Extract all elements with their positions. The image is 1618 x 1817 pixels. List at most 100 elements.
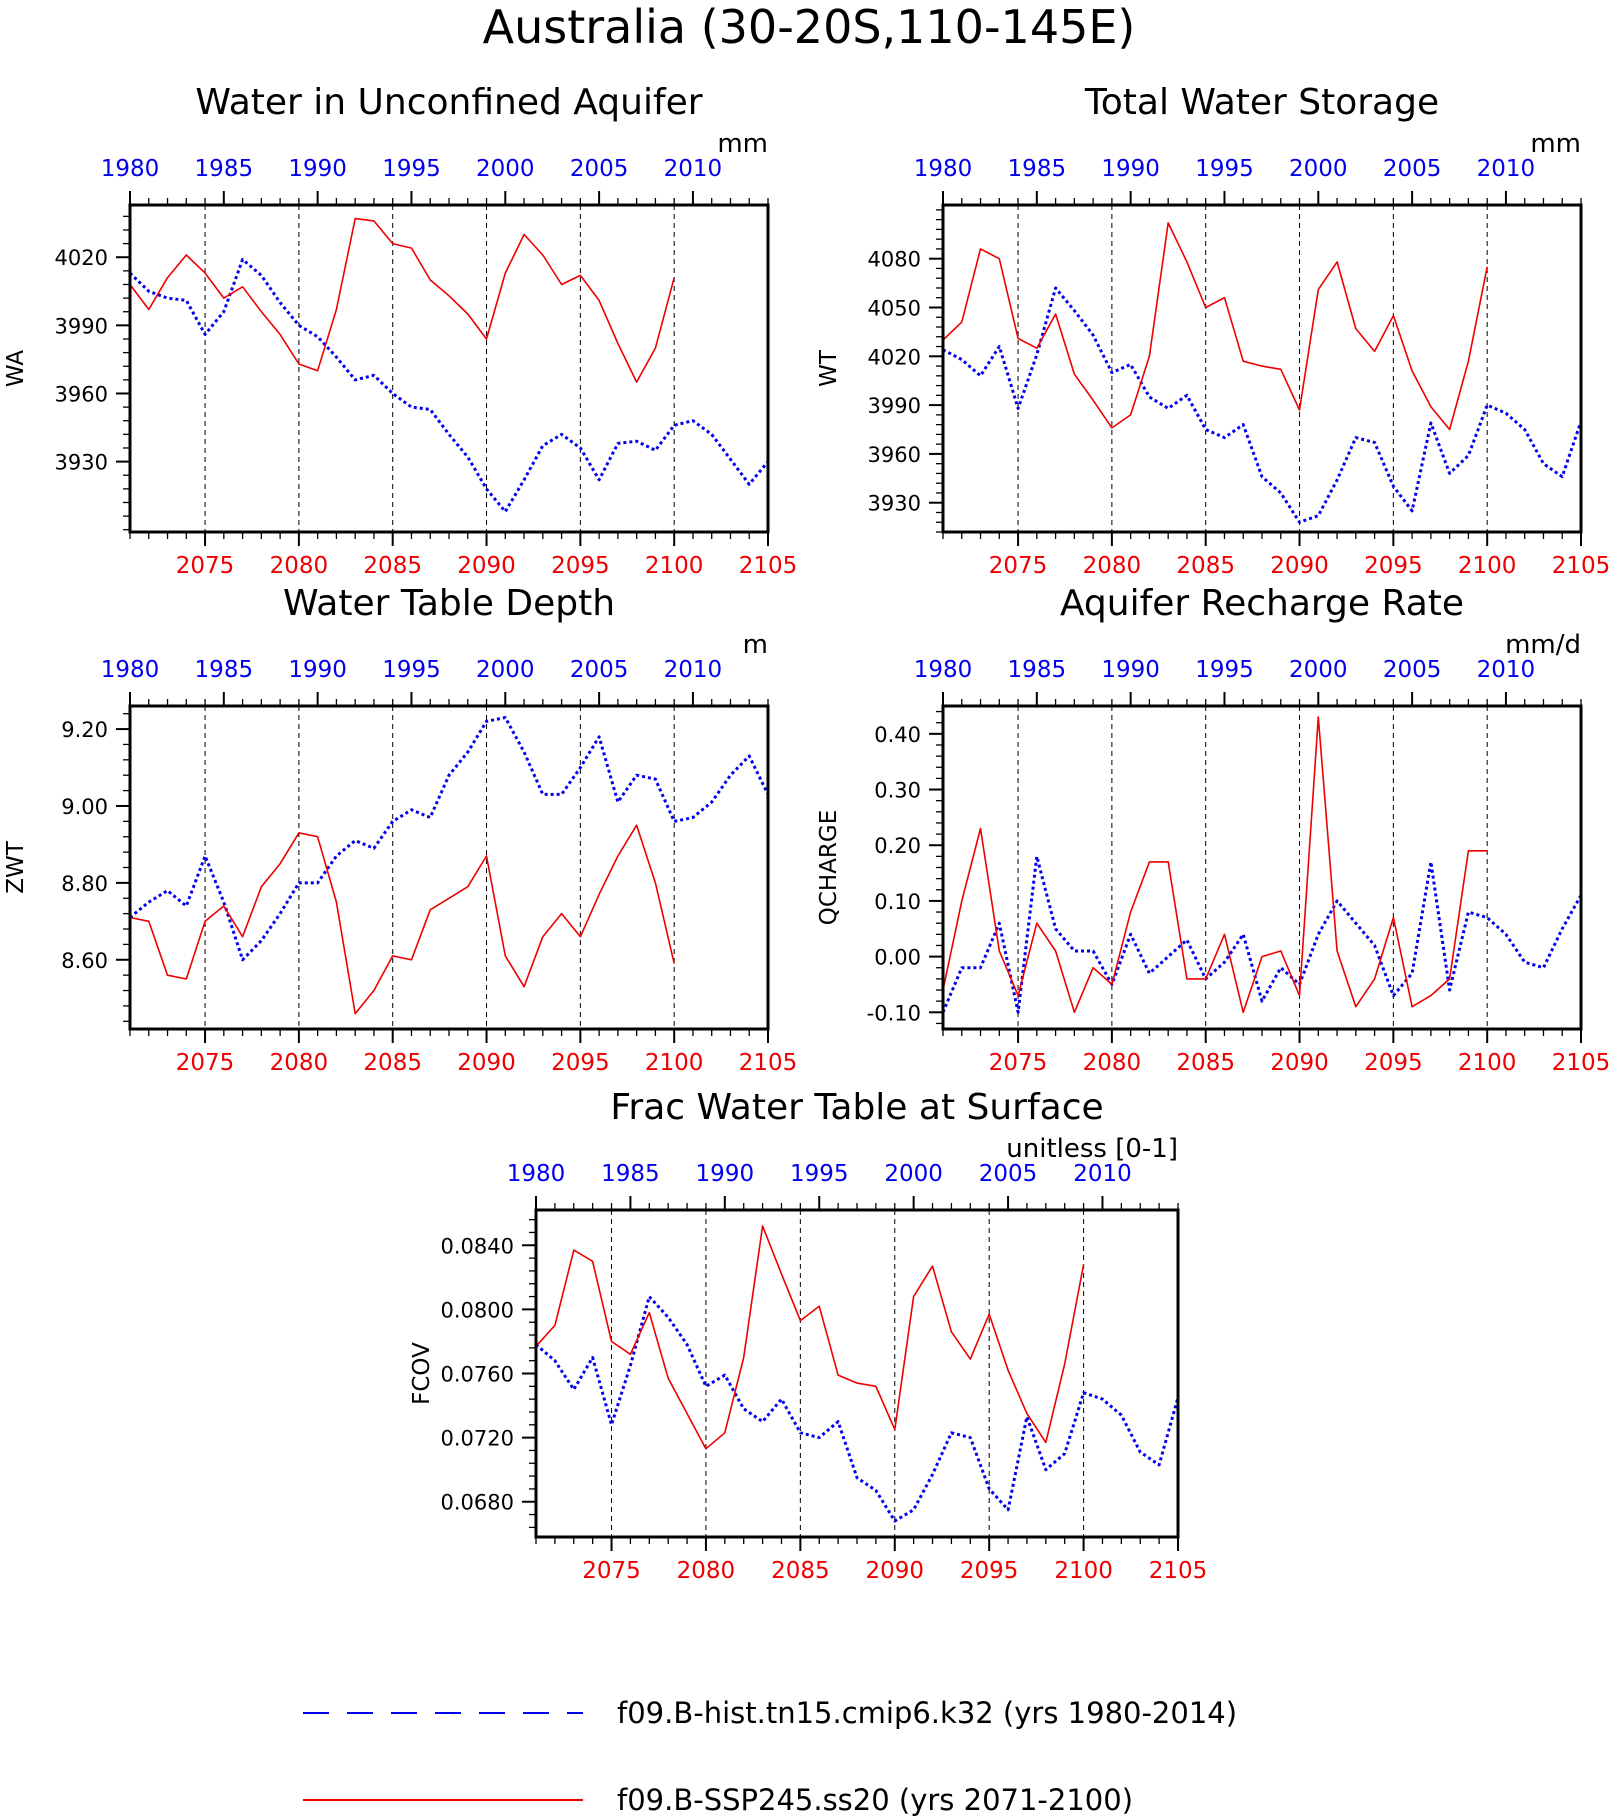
x-tick-label-hist: 1985 — [1008, 657, 1067, 683]
legend-label-0: f09.B-hist.tn15.cmip6.k32 (yrs 1980-2014… — [617, 1696, 1237, 1730]
x-tick-label-ssp: 2085 — [363, 1050, 422, 1076]
y-tick-label: 4020 — [55, 246, 108, 270]
x-tick-label-ssp: 2100 — [645, 553, 704, 579]
panel-title: Aquifer Recharge Rate — [1060, 583, 1464, 624]
x-tick-label-hist: 1990 — [288, 156, 347, 182]
y-tick-label: 0.0840 — [441, 1234, 514, 1258]
x-tick-label-ssp: 2075 — [176, 1050, 235, 1076]
units-label: m — [743, 630, 768, 660]
panel-title: Water in Unconfined Aquifer — [195, 82, 702, 123]
x-tick-label-hist: 2010 — [1477, 657, 1536, 683]
x-tick-label-hist: 1995 — [1195, 156, 1254, 182]
x-tick-label-hist: 1985 — [195, 156, 254, 182]
x-tick-label-ssp: 2095 — [551, 1050, 610, 1076]
legend: f09.B-hist.tn15.cmip6.k32 (yrs 1980-2014… — [303, 1696, 1237, 1817]
y-tick-label: 0.0720 — [441, 1427, 514, 1451]
units-label: mm — [1530, 129, 1581, 159]
x-tick-label-hist: 1995 — [382, 156, 441, 182]
legend-label-1: f09.B-SSP245.ss20 (yrs 2071-2100) — [617, 1783, 1133, 1817]
x-tick-label-hist: 2010 — [664, 156, 723, 182]
x-tick-label-ssp: 2100 — [645, 1050, 704, 1076]
series-line-hist — [535, 1295, 1180, 1523]
series-line-ssp — [942, 222, 1488, 431]
x-tick-label-ssp: 2095 — [551, 553, 610, 579]
x-tick-label-ssp: 2080 — [677, 1558, 736, 1584]
panel-title: Total Water Storage — [1084, 82, 1439, 123]
x-tick-label-hist: 1990 — [1101, 657, 1160, 683]
x-tick-label-ssp: 2075 — [989, 553, 1048, 579]
y-axis-label: QCHARGE — [816, 810, 842, 926]
series-line-ssp — [129, 824, 675, 1015]
x-tick-label-ssp: 2105 — [739, 553, 798, 579]
x-tick-label-ssp: 2105 — [1552, 553, 1611, 579]
x-tick-label-hist: 1980 — [507, 1161, 566, 1187]
x-tick-label-ssp: 2080 — [270, 553, 329, 579]
y-tick-label: 0.10 — [874, 890, 921, 914]
plot-frame — [128, 203, 770, 534]
series-line-hist — [128, 258, 770, 514]
x-tick-label-ssp: 2080 — [1083, 553, 1142, 579]
x-tick-label-ssp: 2085 — [1176, 1050, 1235, 1076]
x-tick-label-hist: 1995 — [1195, 657, 1254, 683]
y-axis-label: WA — [3, 350, 29, 387]
y-tick-label: 3930 — [55, 451, 108, 475]
plot-frame — [128, 704, 770, 1031]
x-tick-label-ssp: 2090 — [1270, 553, 1329, 579]
x-tick-label-ssp: 2085 — [363, 553, 422, 579]
x-tick-label-ssp: 2095 — [1364, 1050, 1423, 1076]
plot-frame — [534, 1208, 1180, 1539]
panel-3: 2075 2080 2085 2090 2095 2100 2105 1980 1985 1990… — [816, 583, 1610, 1076]
y-tick-label: 0.30 — [874, 779, 921, 803]
x-tick-label-ssp: 2105 — [739, 1050, 798, 1076]
y-tick-label: 4020 — [868, 345, 921, 369]
x-tick-label-hist: 1980 — [914, 657, 973, 683]
panel-4: 2075 2080 2085 2090 2095 2100 2105 1980 1985 1990… — [409, 1087, 1207, 1584]
x-tick-label-hist: 1980 — [101, 156, 160, 182]
x-tick-label-hist: 2000 — [476, 156, 535, 182]
y-axis-label: FCOV — [409, 1342, 435, 1405]
x-tick-label-ssp: 2085 — [771, 1558, 830, 1584]
series-line-hist — [941, 854, 1583, 1014]
panel-1: 2075 2080 2085 2090 2095 2100 2105 1980 1985 1990… — [816, 82, 1610, 579]
x-tick-label-hist: 1985 — [1008, 156, 1067, 182]
x-tick-label-ssp: 2095 — [1364, 553, 1423, 579]
x-tick-label-hist: 2005 — [1383, 657, 1442, 683]
y-tick-label: 0.00 — [874, 946, 921, 970]
y-tick-label: 3990 — [55, 314, 108, 338]
series-line-hist — [129, 716, 770, 962]
y-tick-label: 0.0800 — [441, 1298, 514, 1322]
y-tick-label: 0.20 — [874, 834, 921, 858]
x-tick-label-ssp: 2095 — [960, 1558, 1019, 1584]
plot-frame — [941, 203, 1583, 534]
y-tick-label: 4050 — [868, 296, 921, 320]
y-tick-label: 3930 — [868, 492, 921, 516]
x-tick-label-ssp: 2100 — [1054, 1558, 1113, 1584]
x-tick-label-hist: 1980 — [914, 156, 973, 182]
x-tick-label-hist: 2000 — [1289, 156, 1348, 182]
series-line-ssp — [535, 1225, 1085, 1450]
x-tick-label-ssp: 2075 — [989, 1050, 1048, 1076]
x-tick-label-ssp: 2075 — [176, 553, 235, 579]
y-tick-label: 0.0760 — [441, 1363, 514, 1387]
x-tick-label-hist: 1990 — [696, 1161, 755, 1187]
x-tick-label-ssp: 2075 — [582, 1558, 641, 1584]
x-tick-label-ssp: 2090 — [457, 553, 516, 579]
series-line-hist — [942, 286, 1583, 524]
x-tick-label-ssp: 2090 — [1270, 1050, 1329, 1076]
y-tick-label: -0.10 — [867, 1001, 921, 1025]
x-tick-label-hist: 2005 — [979, 1161, 1038, 1187]
x-tick-label-hist: 2010 — [1477, 156, 1536, 182]
series-line-ssp — [129, 217, 675, 383]
x-tick-label-hist: 1980 — [101, 657, 160, 683]
x-tick-label-ssp: 2090 — [457, 1050, 516, 1076]
x-tick-label-hist: 1995 — [790, 1161, 849, 1187]
x-tick-label-hist: 2000 — [884, 1161, 943, 1187]
units-label: mm — [717, 129, 768, 159]
x-tick-label-ssp: 2105 — [1552, 1050, 1611, 1076]
panel-title: Water Table Depth — [283, 583, 615, 624]
x-tick-label-hist: 2000 — [1289, 657, 1348, 683]
units-label: mm/d — [1505, 630, 1581, 660]
x-tick-label-ssp: 2080 — [1083, 1050, 1142, 1076]
panel-2: 2075 2080 2085 2090 2095 2100 2105 1980 1985 1990… — [3, 583, 797, 1076]
